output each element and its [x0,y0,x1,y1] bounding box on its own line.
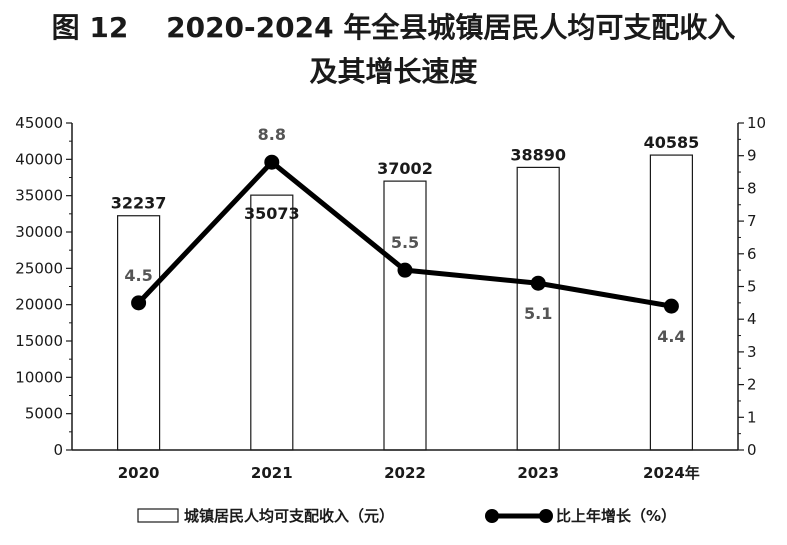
bar-value-label: 38890 [510,145,566,164]
right-tick-label: 10 [747,114,766,132]
right-tick-label: 6 [747,245,757,263]
right-tick-label: 3 [747,343,757,361]
point-value-label: 5.5 [391,233,419,252]
left-tick-label: 20000 [15,296,63,314]
bar [116,215,161,451]
chart-title-line2: 及其增长速度 [309,55,478,88]
x-tick-label: 2020 [118,464,160,482]
left-tick-label: 5000 [25,405,63,423]
legend-line-marker-left [485,509,499,523]
left-tick-label: 0 [53,441,63,459]
left-tick-label: 15000 [15,332,63,350]
legend-bar-label: 城镇居民人均可支配收入（元） [184,507,394,525]
left-tick-label: 40000 [15,150,63,168]
point-value-label: 4.4 [657,327,685,346]
right-tick-label: 1 [747,408,757,426]
bar-value-label: 37002 [377,159,433,178]
right-y-axis: 0 1 2 3 4 5 6 7 8 9 10 [737,114,766,459]
bar-value-label: 32237 [111,194,167,213]
growth-point [530,275,546,291]
left-tick-label: 35000 [15,187,63,205]
bar-value-label: 35073 [244,204,300,223]
bar [383,180,427,451]
legend: 城镇居民人均可支配收入（元） 比上年增长（%） [137,507,676,525]
growth-point [663,298,679,314]
left-y-axis: 0 5000 10000 15000 20000 25000 30000 35000 40000… [15,114,73,459]
growth-point [264,154,280,170]
legend-bar-swatch [137,508,179,523]
right-tick-label: 0 [747,441,757,459]
left-tick-label: 10000 [15,368,63,386]
bar-value-label: 40585 [644,133,700,152]
left-tick-label: 45000 [15,114,63,132]
right-tick-label: 7 [747,212,757,230]
point-value-label: 8.8 [258,125,286,144]
bar [250,194,294,451]
legend-line-marker-right [539,509,553,523]
right-tick-label: 9 [747,147,757,165]
left-tick-label: 25000 [15,259,63,277]
x-tick-label: 2021 [251,464,293,482]
right-tick-label: 2 [747,376,757,394]
right-tick-label: 8 [747,179,757,197]
x-axis: 2020 2021 2022 2023 2024年 [72,449,738,482]
point-value-label: 5.1 [524,304,552,323]
x-tick-label: 2024年 [643,464,700,482]
left-tick-label: 30000 [15,223,63,241]
line-series: 4.5 8.8 5.5 5.1 4.4 [124,125,685,346]
x-tick-label: 2023 [517,464,559,482]
right-tick-label: 5 [747,278,757,296]
bar-series: 32237 35073 37002 38890 40585 [111,133,700,451]
bar [516,166,560,451]
point-value-label: 4.5 [124,266,152,285]
chart-title-line1: 图 12 2020-2024 年全县城镇居民人均可支配收入 [51,11,736,44]
x-tick-label: 2022 [384,464,426,482]
legend-line-label: 比上年增长（%） [556,507,676,525]
right-tick-label: 4 [747,310,757,328]
growth-point [131,295,147,311]
growth-point [397,262,413,278]
